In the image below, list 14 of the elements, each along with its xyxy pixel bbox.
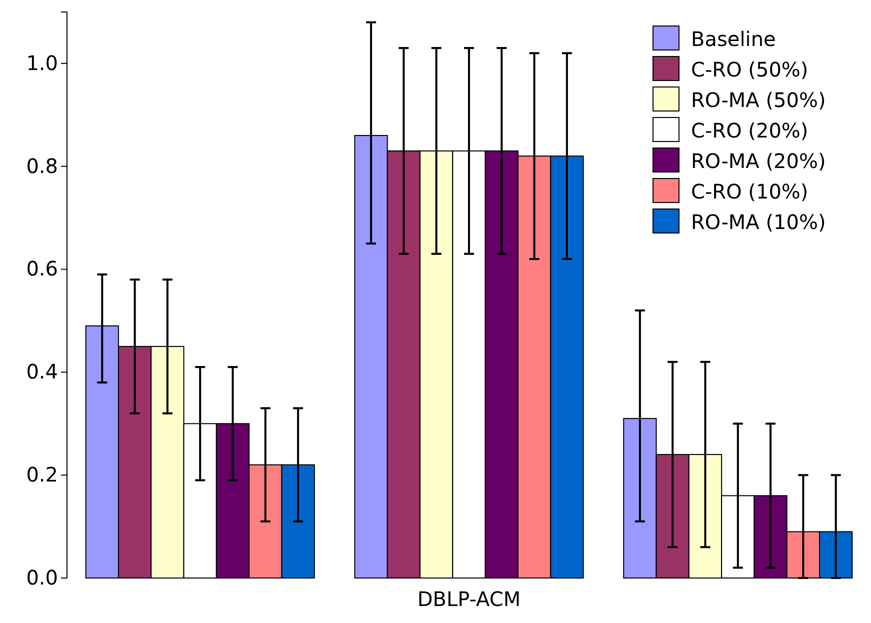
y-tick-label: 0.4: [26, 360, 58, 384]
legend-label: C-RO (20%): [691, 118, 808, 142]
legend-label: RO-MA (20%): [691, 149, 826, 173]
x-tick-label: DBLP-ACM: [417, 587, 521, 612]
legend-label: RO-MA (50%): [691, 88, 826, 112]
y-tick-label: 0.6: [26, 256, 58, 281]
legend-label: C-RO (50%): [691, 58, 808, 82]
legend-label: RO-MA (10%): [691, 210, 826, 234]
y-tick-label: 0.8: [26, 154, 58, 178]
legend-label: Baseline: [691, 27, 776, 51]
text: 1.0: [26, 50, 58, 75]
text: 0.0: [26, 565, 58, 590]
legend-label: C-RO (10%): [691, 180, 808, 204]
y-tick-label: 0.2: [26, 462, 58, 486]
